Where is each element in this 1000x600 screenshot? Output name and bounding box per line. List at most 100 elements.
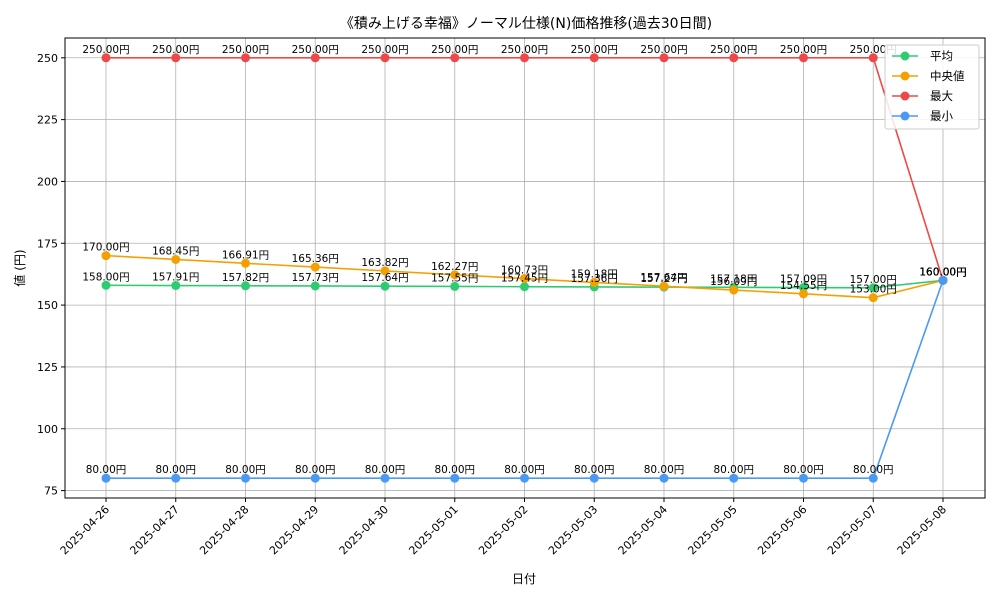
data-label: 153.00円 xyxy=(850,284,897,296)
y-tick-label: 175 xyxy=(37,237,58,250)
data-label: 80.00円 xyxy=(783,464,824,476)
data-label: 80.00円 xyxy=(853,464,894,476)
data-label: 250.00円 xyxy=(780,44,827,56)
data-label: 157.09円 xyxy=(780,274,827,286)
data-point xyxy=(799,53,808,63)
legend-label: 平均 xyxy=(930,49,953,63)
y-axis-label: 値 (円) xyxy=(12,249,27,286)
data-label: 250.00円 xyxy=(152,44,199,56)
data-label: 156.09円 xyxy=(710,276,757,288)
legend-marker xyxy=(900,111,910,121)
x-tick-label: 2025-05-01 xyxy=(406,503,460,557)
data-point xyxy=(659,53,669,63)
data-label: 160.00円 xyxy=(919,266,966,278)
legend-label: 中央値 xyxy=(930,69,965,83)
data-point xyxy=(171,281,181,291)
data-point xyxy=(659,281,669,291)
data-label: 80.00円 xyxy=(644,464,685,476)
x-tick-label: 2025-05-06 xyxy=(755,503,809,557)
data-label: 250.00円 xyxy=(82,44,129,56)
legend-label: 最小 xyxy=(930,109,953,123)
x-axis-label: 日付 xyxy=(512,572,536,586)
data-label: 80.00円 xyxy=(155,464,196,476)
data-point xyxy=(310,53,320,63)
y-axis-ticks: 75 100 125 150 175 200 225 250 xyxy=(37,52,65,498)
data-label: 163.82円 xyxy=(361,257,408,269)
x-tick-label: 2025-05-05 xyxy=(685,503,739,557)
data-label: 80.00円 xyxy=(713,464,754,476)
data-label: 250.00円 xyxy=(222,44,269,56)
data-label: 80.00円 xyxy=(225,464,266,476)
data-point xyxy=(101,473,111,483)
data-label: 80.00円 xyxy=(434,464,475,476)
data-point xyxy=(799,473,808,483)
data-point xyxy=(241,281,250,291)
chart-title: 《積み上げる幸福》ノーマル仕様(N)価格推移(過去30日間) xyxy=(340,16,712,32)
x-tick-label: 2025-05-07 xyxy=(825,503,879,557)
legend-label: 最大 xyxy=(930,89,953,103)
data-label: 80.00円 xyxy=(574,464,615,476)
data-point xyxy=(101,280,111,290)
x-tick-label: 2025-05-03 xyxy=(546,503,600,557)
data-point xyxy=(171,254,181,264)
data-point xyxy=(799,283,808,293)
data-label: 250.00円 xyxy=(501,44,548,56)
data-label: 166.91円 xyxy=(222,249,269,261)
data-point xyxy=(520,282,529,292)
data-label: 160.00円 xyxy=(919,266,966,278)
data-point xyxy=(241,53,250,63)
data-label: 80.00円 xyxy=(504,464,545,476)
data-label: 157.64円 xyxy=(361,272,408,284)
x-tick-label: 2025-04-29 xyxy=(267,503,321,557)
y-tick-label: 125 xyxy=(37,361,58,374)
data-point xyxy=(868,53,878,63)
x-tick-label: 2025-05-02 xyxy=(476,503,530,557)
data-point xyxy=(729,53,739,63)
legend-marker xyxy=(900,71,910,81)
data-labels: 158.00円 157.91円 157.82円 157.73円 157.64円 157.5… xyxy=(82,44,966,476)
data-label: 168.45円 xyxy=(152,245,199,257)
data-point xyxy=(729,285,739,295)
data-label: 160.00円 xyxy=(919,266,966,278)
data-point xyxy=(450,281,460,291)
data-point xyxy=(729,473,739,483)
data-point xyxy=(868,473,878,483)
data-point xyxy=(380,473,390,483)
data-label: 80.00円 xyxy=(365,464,406,476)
data-label: 250.00円 xyxy=(361,44,408,56)
data-point xyxy=(520,473,529,483)
x-axis-ticks: 2025-04-26 2025-04-27 2025-04-28 2025-04-29… xyxy=(58,498,949,557)
data-label: 80.00円 xyxy=(295,464,336,476)
data-label: 170.00円 xyxy=(82,242,129,254)
data-label: 158.00円 xyxy=(82,271,129,283)
data-label: 157.00円 xyxy=(850,274,897,286)
data-point xyxy=(589,277,599,287)
data-point xyxy=(171,473,181,483)
data-label: 159.18円 xyxy=(571,268,618,280)
data-label: 80.00円 xyxy=(86,464,127,476)
data-label: 157.18円 xyxy=(710,273,757,285)
y-tick-label: 225 xyxy=(37,114,58,127)
data-label: 250.00円 xyxy=(640,44,687,56)
data-point xyxy=(171,53,181,63)
data-point xyxy=(241,473,250,483)
data-point xyxy=(589,473,599,483)
data-label: 160.00円 xyxy=(919,266,966,278)
data-label: 250.00円 xyxy=(292,44,339,56)
data-label: 250.00円 xyxy=(710,44,757,56)
data-point xyxy=(101,53,111,63)
data-point xyxy=(241,258,250,268)
data-point xyxy=(380,53,390,63)
data-point xyxy=(450,473,460,483)
data-point xyxy=(799,289,808,299)
y-tick-label: 75 xyxy=(44,485,58,498)
legend-box xyxy=(884,44,980,130)
data-label: 157.73円 xyxy=(292,272,339,284)
data-point xyxy=(380,266,390,276)
data-label: 165.36円 xyxy=(292,253,339,265)
data-label: 157.36円 xyxy=(571,273,618,285)
y-tick-label: 150 xyxy=(37,299,58,312)
x-tick-label: 2025-04-27 xyxy=(127,503,181,557)
data-label: 250.00円 xyxy=(431,44,478,56)
